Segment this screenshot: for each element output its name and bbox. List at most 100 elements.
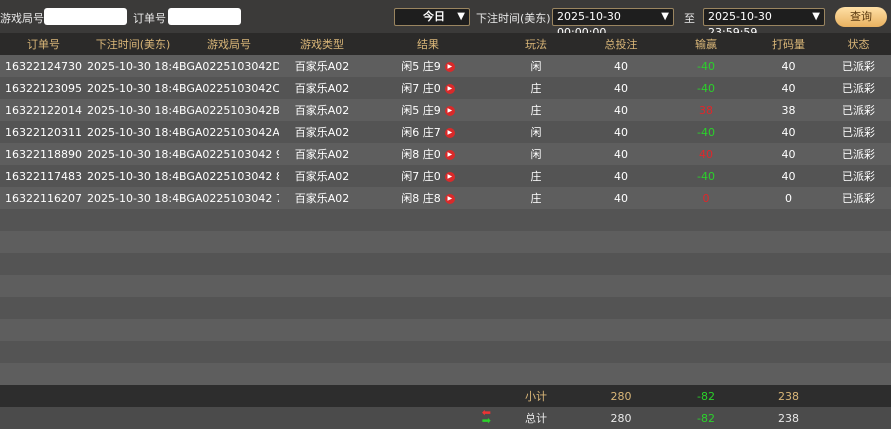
order-value: 16322124730 (5, 59, 82, 73)
cell-round (179, 297, 279, 319)
cell-valid: 40 (751, 143, 826, 165)
cell-round: BGA0225103042D (179, 55, 279, 77)
cell-order (0, 297, 87, 319)
cell-round: BGA0225103042A (179, 121, 279, 143)
cell-valid: 40 (751, 121, 826, 143)
cell-result: 闲5 庄9 ▶ (365, 99, 491, 121)
cell-time: 2025-10-30 18:40 (87, 187, 179, 209)
order-value: 16322122014 (5, 103, 82, 117)
order-label: 订单号 (133, 12, 166, 25)
cell-win: -40 (661, 55, 751, 77)
play-replay-icon[interactable]: ▶ (444, 62, 455, 72)
cell-win (661, 319, 751, 341)
cell-bet: 40 (581, 99, 661, 121)
result-value: 闲5 庄9 (401, 104, 441, 117)
col-time: 下注时间(美东) (87, 33, 179, 55)
cell-type (279, 319, 365, 341)
table-row: 16322122014 2025-10-30 18:43 BGA0225103042… (0, 99, 891, 121)
total-label: 总计 (525, 412, 547, 425)
type-value: 百家乐A02 (294, 148, 350, 161)
empty-row (0, 363, 891, 385)
filter-bar: 游戏局号 订单号 今日 ▼ 下注时间(美东) 2025-10-30 00:00:0… (0, 0, 891, 39)
query-button[interactable]: 查询 (835, 7, 887, 27)
cell-result (365, 297, 491, 319)
cell-play (491, 253, 581, 275)
cell-round: BGA0225103042 9 (179, 143, 279, 165)
cell-type (279, 341, 365, 363)
valid-value: 40 (781, 125, 796, 139)
order-input[interactable] (168, 8, 241, 25)
play-value: 庄 (530, 104, 542, 117)
to-label: 至 (684, 12, 695, 25)
play-replay-icon[interactable]: ▶ (444, 106, 455, 116)
type-value: 百家乐A02 (294, 82, 350, 95)
cell-bet (581, 341, 661, 363)
cell-bet: 40 (581, 165, 661, 187)
cell-valid: 38 (751, 99, 826, 121)
cell-status: 已派彩 (826, 143, 891, 165)
play-replay-icon[interactable]: ▶ (444, 194, 455, 204)
total-row: ⬅ ➡ 总计 280 -82 238 (0, 407, 891, 429)
cell-play: 闲 (491, 55, 581, 77)
cell-status: 已派彩 (826, 55, 891, 77)
start-time-select[interactable]: 2025-10-30 00:00:00▼ (552, 8, 674, 39)
order-value: 16322118890 (5, 147, 82, 161)
cell-type: 百家乐A02 (279, 55, 365, 77)
cell-play (491, 363, 581, 385)
play-replay-icon[interactable]: ▶ (444, 172, 455, 182)
total-cell: ⬅ ➡ (365, 407, 491, 429)
win-value: -40 (697, 169, 715, 183)
cell-round (179, 275, 279, 297)
cell-win (661, 363, 751, 385)
cell-bet (581, 231, 661, 253)
dropdown-arrow-icon: ▼ (457, 11, 465, 22)
cell-valid: 0 (751, 187, 826, 209)
empty-row (0, 297, 891, 319)
round-input[interactable] (44, 8, 127, 25)
cell-status (826, 363, 891, 385)
round-value: BGA0225103042B (179, 103, 279, 117)
play-value: 庄 (530, 170, 542, 183)
cell-type: 百家乐A02 (279, 99, 365, 121)
win-value: -40 (697, 81, 715, 95)
empty-row (0, 231, 891, 253)
total-valid: 238 (778, 411, 799, 425)
play-value: 闲 (530, 60, 542, 73)
subtotal-cell: 280 (581, 385, 661, 407)
time-value: 2025-10-30 18:41 (87, 169, 179, 183)
cell-time (87, 209, 179, 231)
cell-time (87, 275, 179, 297)
play-replay-icon[interactable]: ▶ (444, 84, 455, 94)
col-result: 结果 (365, 33, 491, 55)
cell-play (491, 297, 581, 319)
cell-order: 16322118890 (0, 143, 87, 165)
table-row: 16322120311 2025-10-30 18:42 BGA0225103042… (0, 121, 891, 143)
subtotal-valid: 238 (778, 389, 799, 403)
cell-order: 16322120311 (0, 121, 87, 143)
cell-valid (751, 275, 826, 297)
cell-type: 百家乐A02 (279, 121, 365, 143)
play-value: 闲 (530, 148, 542, 161)
bet-value: 40 (614, 103, 628, 117)
play-replay-icon[interactable]: ▶ (444, 128, 455, 138)
subtotal-cell: 238 (751, 385, 826, 407)
play-value: 庄 (530, 82, 542, 95)
table-row: 16322118890 2025-10-30 18:42 BGA0225103042… (0, 143, 891, 165)
cell-type: 百家乐A02 (279, 77, 365, 99)
time-value: 2025-10-30 18:45 (87, 59, 179, 73)
cell-time (87, 363, 179, 385)
empty-row (0, 319, 891, 341)
refresh-swap-icon[interactable]: ⬅ ➡ (481, 407, 491, 427)
status-value: 已派彩 (842, 148, 875, 161)
cell-result: 闲5 庄9 ▶ (365, 55, 491, 77)
cell-time: 2025-10-30 18:41 (87, 165, 179, 187)
col-status: 状态 (826, 33, 891, 55)
period-select[interactable]: 今日 ▼ (394, 8, 470, 26)
cell-order (0, 319, 87, 341)
cell-win (661, 209, 751, 231)
play-replay-icon[interactable]: ▶ (444, 150, 455, 160)
bet-value: 40 (614, 147, 628, 161)
end-time-select[interactable]: 2025-10-30 23:59:59▼ (703, 8, 825, 39)
cell-round (179, 231, 279, 253)
cell-result: 闲6 庄7 ▶ (365, 121, 491, 143)
